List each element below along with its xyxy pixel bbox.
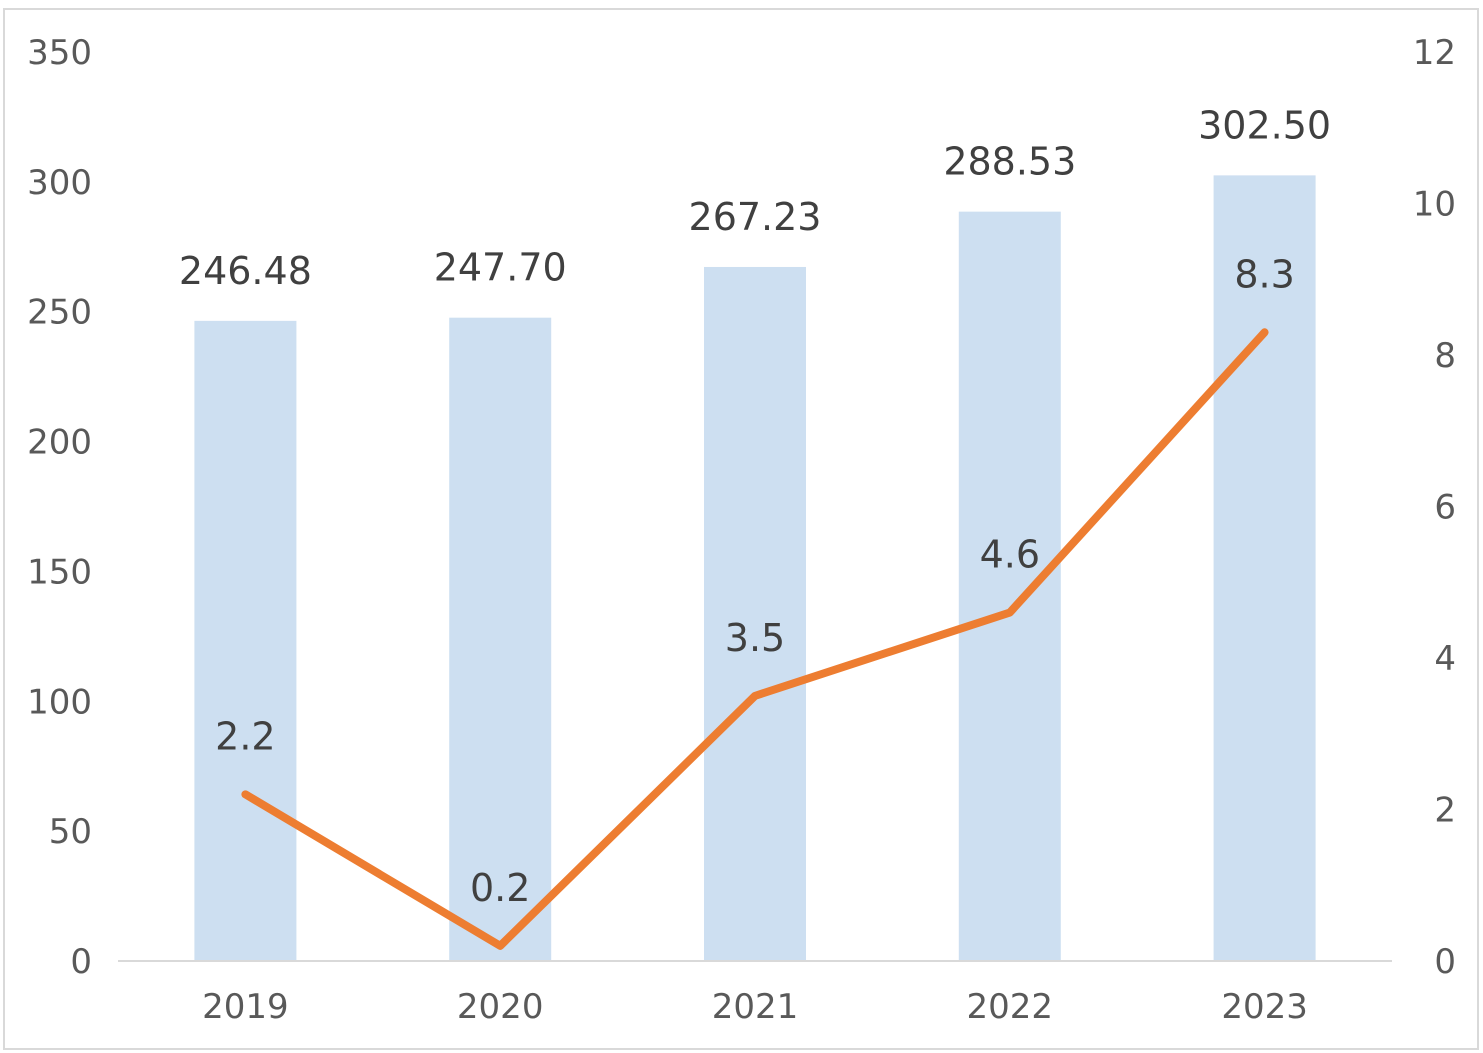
line-data-labels: 2.2 0.2 3.5 4.6 8.3 (215, 252, 1295, 910)
bar-2021 (704, 266, 806, 961)
left-tick-label: 200 (27, 423, 92, 463)
x-tick-label: 2023 (1221, 987, 1308, 1027)
x-tick-label: 2019 (202, 987, 289, 1027)
right-tick-label: 10 (1413, 185, 1456, 225)
bar-data-label: 247.70 (434, 246, 567, 290)
x-tick-label: 2022 (967, 987, 1054, 1027)
right-y-axis: 0 2 4 6 8 10 12 (1413, 33, 1456, 982)
bar-data-label: 267.23 (689, 195, 822, 239)
right-tick-label: 0 (1434, 942, 1456, 982)
bar-data-label: 246.48 (179, 249, 312, 293)
left-tick-label: 150 (27, 552, 92, 592)
right-tick-label: 8 (1434, 336, 1456, 376)
left-y-axis: 0 50 100 150 200 250 300 350 (27, 33, 92, 982)
bar-data-label: 288.53 (943, 140, 1076, 184)
x-tick-label: 2020 (457, 987, 544, 1027)
right-tick-label: 12 (1413, 33, 1456, 73)
line-data-label: 2.2 (215, 714, 275, 758)
bar-series (194, 175, 1316, 962)
line-data-label: 3.5 (725, 616, 785, 660)
left-tick-label: 250 (27, 293, 92, 333)
line-data-label: 4.6 (980, 533, 1040, 577)
left-tick-label: 100 (27, 682, 92, 722)
line-data-label: 8.3 (1234, 252, 1294, 296)
bar-2023 (1213, 175, 1316, 962)
right-tick-label: 4 (1434, 639, 1456, 679)
bar-data-labels: 246.48 247.70 267.23 288.53 302.50 (179, 103, 1331, 292)
line-series (241, 328, 1269, 950)
left-tick-label: 0 (70, 942, 92, 982)
x-axis: 2019 2020 2021 2022 2023 (202, 987, 1308, 1027)
bar-2019 (194, 320, 297, 962)
bar-2020 (449, 317, 552, 961)
right-tick-label: 2 (1434, 791, 1456, 831)
left-tick-label: 300 (27, 163, 92, 203)
left-tick-label: 50 (49, 812, 92, 852)
left-tick-label: 350 (27, 33, 92, 73)
bar-2022 (958, 211, 1061, 962)
x-tick-label: 2021 (712, 987, 799, 1027)
line-data-label: 0.2 (470, 866, 530, 910)
bar-data-label: 302.50 (1198, 103, 1331, 147)
right-tick-label: 6 (1434, 488, 1456, 528)
